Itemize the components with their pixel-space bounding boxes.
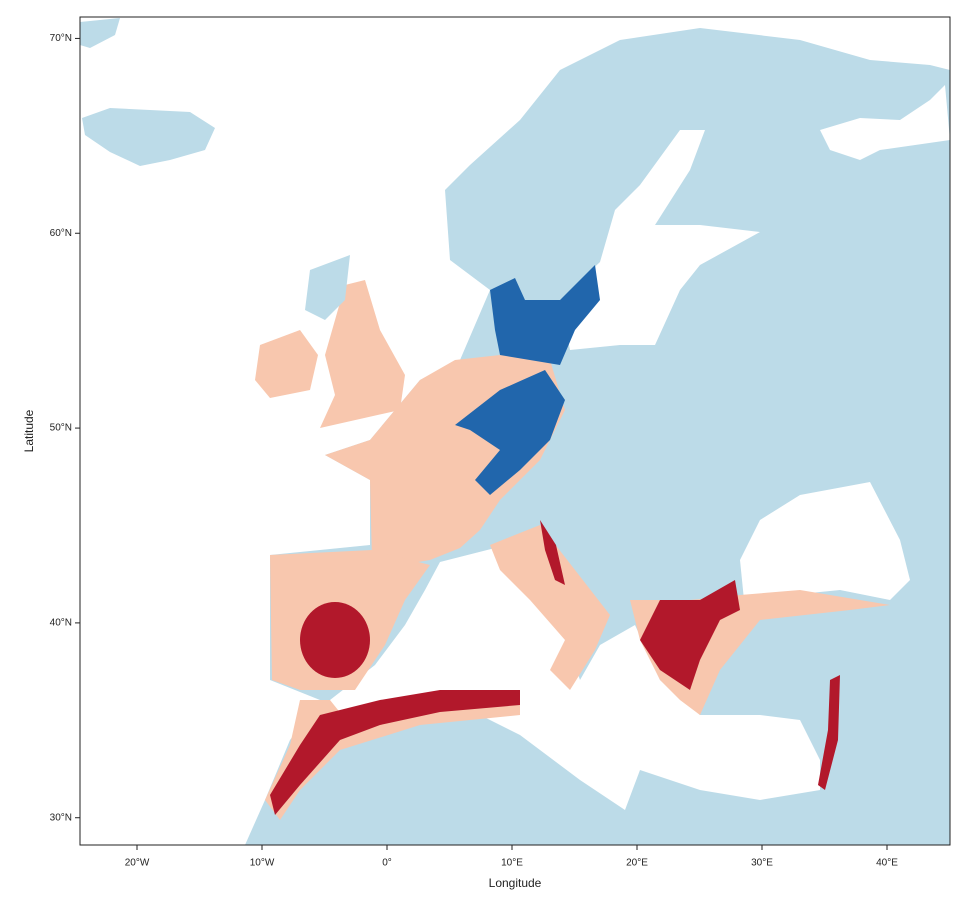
x-tick-label: 40°E — [876, 858, 898, 869]
map-layer — [80, 18, 950, 845]
black-sea — [740, 482, 910, 610]
baltic-sea — [560, 130, 760, 350]
x-tick-label: 0° — [382, 858, 392, 869]
y-tick-label: 60°N — [50, 228, 72, 239]
greenland-tip — [80, 18, 120, 48]
y-axis-label: Latitude — [22, 409, 36, 452]
x-tick-label: 20°W — [125, 858, 150, 869]
y-tick-label: 40°N — [50, 618, 72, 629]
central-spain — [300, 602, 370, 678]
central-germany — [455, 370, 565, 495]
scotland — [305, 255, 350, 320]
britain — [320, 280, 405, 428]
ireland — [255, 330, 318, 398]
iceland — [82, 108, 215, 166]
italy — [490, 525, 610, 690]
x-tick-label: 10°W — [250, 858, 275, 869]
levant — [818, 675, 840, 790]
aegean — [640, 580, 740, 690]
white-sea — [820, 85, 950, 160]
x-axis-label: Longitude — [489, 876, 542, 890]
y-tick-label: 70°N — [50, 33, 72, 44]
y-tick-label: 30°N — [50, 812, 72, 823]
y-tick-label: 50°N — [50, 423, 72, 434]
plot-frame — [79, 16, 951, 846]
italy-coast — [540, 520, 565, 585]
denmark-north-germany — [490, 265, 600, 365]
x-tick-label: 30°E — [751, 858, 773, 869]
maghreb-coast — [270, 690, 520, 815]
x-tick-label: 20°E — [626, 858, 648, 869]
x-tick-label: 10°E — [501, 858, 523, 869]
